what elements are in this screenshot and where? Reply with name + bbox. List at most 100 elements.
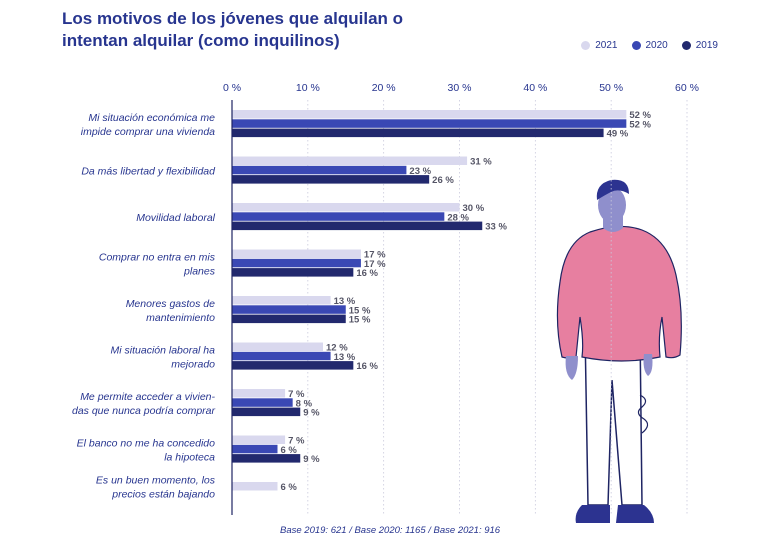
person-trouser-detail	[637, 394, 649, 434]
value-label: 33 %	[485, 222, 507, 233]
value-label: 13 %	[334, 296, 356, 307]
value-label: 31 %	[470, 157, 492, 168]
person-left-hand	[565, 356, 578, 380]
x-tick-label: 20 %	[372, 82, 396, 94]
category-label: Es un buen momento, los	[96, 475, 216, 487]
legend-item-2019: 2019	[681, 40, 718, 51]
bar-2019	[232, 314, 346, 324]
person-illustration	[556, 179, 682, 523]
bar-2021	[232, 389, 286, 398]
category-label: impide comprar una vivienda	[81, 126, 215, 138]
value-label: 16 %	[356, 361, 378, 372]
bar-2021	[232, 435, 286, 444]
chart-title: Los motivos de los jóvenes que alquilan …	[62, 8, 442, 52]
category-label: Mi situación laboral ha	[111, 344, 216, 356]
bar-2019	[232, 175, 430, 184]
value-label: 16 %	[356, 268, 378, 279]
value-label: 9 %	[303, 454, 320, 465]
bar-2019	[232, 221, 483, 231]
bar-2020	[232, 212, 445, 221]
value-label: 17 %	[364, 259, 386, 270]
legend-swatch-2019	[681, 41, 691, 50]
category-label: mejorado	[171, 358, 215, 370]
legend-label-2020: 2020	[645, 40, 668, 51]
category-label: Menores gastos de	[126, 298, 215, 310]
title-line-2: intentan alquilar (como inquilinos)	[62, 31, 340, 50]
bar-2021	[232, 156, 468, 165]
legend-swatch-2021	[581, 41, 591, 50]
x-tick-label: 10 %	[296, 82, 320, 94]
bar-2020	[232, 398, 293, 407]
bar-2020	[232, 119, 627, 128]
bar-2021	[232, 249, 361, 258]
bar-2020	[232, 305, 346, 314]
value-label: 30 %	[463, 203, 485, 214]
person-hair	[596, 179, 629, 200]
value-label: 15 %	[349, 315, 371, 326]
person-right-shoe	[616, 505, 654, 523]
bar-2019	[232, 407, 301, 417]
value-label: 6 %	[281, 445, 298, 456]
value-label: 49 %	[607, 129, 629, 140]
person-sweater	[556, 225, 682, 362]
bar-2019	[232, 361, 354, 370]
bar-2019	[232, 128, 604, 138]
category-label: das que nunca podría comprar	[72, 405, 216, 417]
person-right-hand	[643, 354, 653, 376]
bar-2019	[232, 454, 301, 463]
category-label: planes	[183, 265, 216, 277]
bar-2021	[232, 342, 323, 351]
category-label: la hipoteca	[164, 451, 215, 463]
value-label: 15 %	[349, 305, 371, 316]
x-tick-label: 0 %	[223, 82, 241, 94]
legend: 2021 2020 2019	[581, 40, 718, 51]
category-label: El banco no me ha concedido	[77, 437, 216, 449]
person-left-shoe	[575, 505, 610, 523]
value-label: 17 %	[364, 250, 386, 261]
legend-swatch-2020	[631, 41, 641, 50]
value-label: 23 %	[409, 166, 431, 177]
category-label: Comprar no entra en mis	[99, 251, 216, 263]
bar-2020	[232, 444, 278, 454]
bar-2020	[232, 258, 361, 268]
value-label: 7 %	[288, 389, 305, 400]
value-label: 28 %	[447, 212, 469, 223]
category-label: Mi situación económica me	[88, 112, 215, 124]
legend-item-2020: 2020	[631, 40, 668, 51]
bar-2020	[232, 351, 331, 361]
value-label: 13 %	[334, 352, 356, 363]
x-tick-label: 60 %	[675, 82, 699, 94]
legend-label-2019: 2019	[695, 40, 718, 51]
x-tick-label: 50 %	[599, 82, 623, 94]
value-label: 52 %	[629, 119, 651, 130]
category-labels: Mi situación económica me impide comprar …	[72, 112, 216, 501]
value-label: 52 %	[629, 110, 651, 121]
x-tick-labels: 0 % 10 % 20 % 30 % 40 % 50 % 60 %	[223, 82, 699, 94]
x-tick-label: 40 %	[523, 82, 547, 94]
legend-label-2021: 2021	[595, 40, 618, 51]
footnote: Base 2019: 621 / Base 2020: 1165 / Base …	[280, 525, 501, 536]
value-label: 26 %	[432, 175, 454, 186]
value-label: 9 %	[303, 408, 320, 419]
x-tick-label: 30 %	[448, 82, 472, 94]
category-label: Movilidad laboral	[136, 212, 215, 224]
person-head	[598, 187, 626, 223]
bars	[232, 110, 627, 491]
category-label: mantenimiento	[146, 312, 215, 324]
value-label: 7 %	[288, 436, 305, 447]
value-label: 8 %	[296, 398, 313, 409]
bar-2021	[232, 203, 460, 212]
value-label: 6 %	[281, 482, 298, 493]
value-labels: 52 %52 %49 % 31 % 23 %26 % 30 %28 % 33 % 17 %…	[281, 110, 652, 493]
value-label: 12 %	[326, 343, 348, 354]
title-line-1: Los motivos de los jóvenes que alquilan …	[62, 9, 404, 28]
bar-2021	[232, 296, 331, 305]
category-label: Da más libertad y flexibilidad	[81, 165, 216, 177]
bar-2021	[232, 110, 627, 119]
category-label: Me permite acceder a vivien-	[80, 391, 215, 403]
bar-2019	[232, 268, 354, 277]
bar-2020	[232, 165, 407, 175]
category-label: precios están bajando	[111, 489, 215, 501]
legend-item-2021: 2021	[581, 40, 618, 51]
